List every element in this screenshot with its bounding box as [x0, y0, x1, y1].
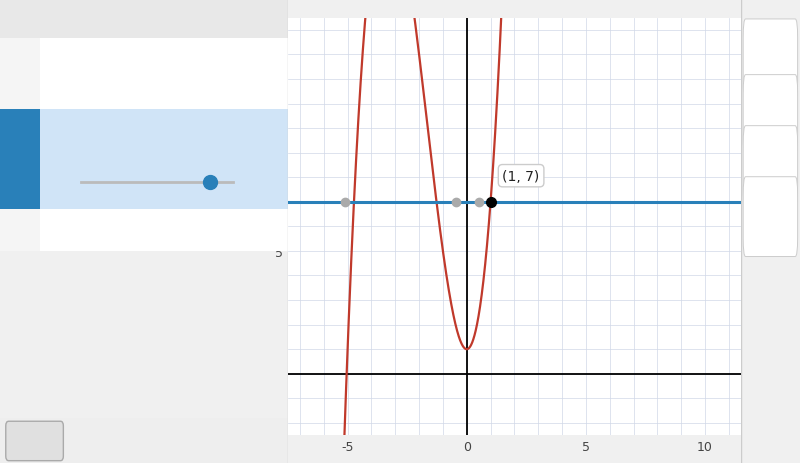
Text: «: « — [262, 10, 274, 28]
Text: 2: 2 — [18, 125, 23, 135]
Text: $y = 7$: $y = 7$ — [118, 128, 159, 149]
Text: ⚙: ⚙ — [214, 10, 230, 28]
Text: ↩: ↩ — [108, 10, 122, 28]
Text: $x^3 + 5x^2 + 1$: $x^3 + 5x^2 + 1$ — [113, 65, 204, 84]
FancyBboxPatch shape — [0, 110, 288, 210]
FancyBboxPatch shape — [0, 210, 40, 251]
Text: −: − — [763, 157, 778, 175]
FancyBboxPatch shape — [0, 210, 288, 251]
FancyBboxPatch shape — [0, 419, 288, 463]
Text: desmos: desmos — [152, 443, 206, 457]
Text: ⌂: ⌂ — [765, 208, 776, 226]
Text: 𝒩: 𝒩 — [13, 148, 27, 172]
FancyBboxPatch shape — [0, 110, 40, 210]
Text: 🔧: 🔧 — [765, 51, 776, 69]
Text: +: + — [763, 106, 778, 124]
FancyBboxPatch shape — [743, 177, 798, 257]
Text: -10: -10 — [46, 178, 63, 188]
Text: (1, 7): (1, 7) — [502, 169, 540, 183]
FancyBboxPatch shape — [743, 126, 798, 206]
Text: ⌨: ⌨ — [15, 433, 37, 448]
Text: powered by: powered by — [152, 432, 205, 441]
Text: 1: 1 — [18, 50, 23, 59]
Text: +: + — [11, 9, 30, 29]
Text: 𝒩: 𝒩 — [13, 68, 27, 92]
FancyBboxPatch shape — [0, 38, 40, 110]
FancyBboxPatch shape — [0, 0, 288, 38]
Text: ∧: ∧ — [53, 434, 62, 447]
Text: ↪: ↪ — [151, 10, 166, 28]
FancyBboxPatch shape — [6, 421, 63, 461]
Text: ×: × — [264, 129, 278, 147]
Text: ×: × — [264, 65, 278, 83]
FancyBboxPatch shape — [0, 38, 288, 110]
Text: 3: 3 — [18, 226, 23, 235]
Text: 10: 10 — [247, 178, 260, 188]
FancyBboxPatch shape — [743, 20, 798, 100]
FancyBboxPatch shape — [743, 75, 798, 155]
